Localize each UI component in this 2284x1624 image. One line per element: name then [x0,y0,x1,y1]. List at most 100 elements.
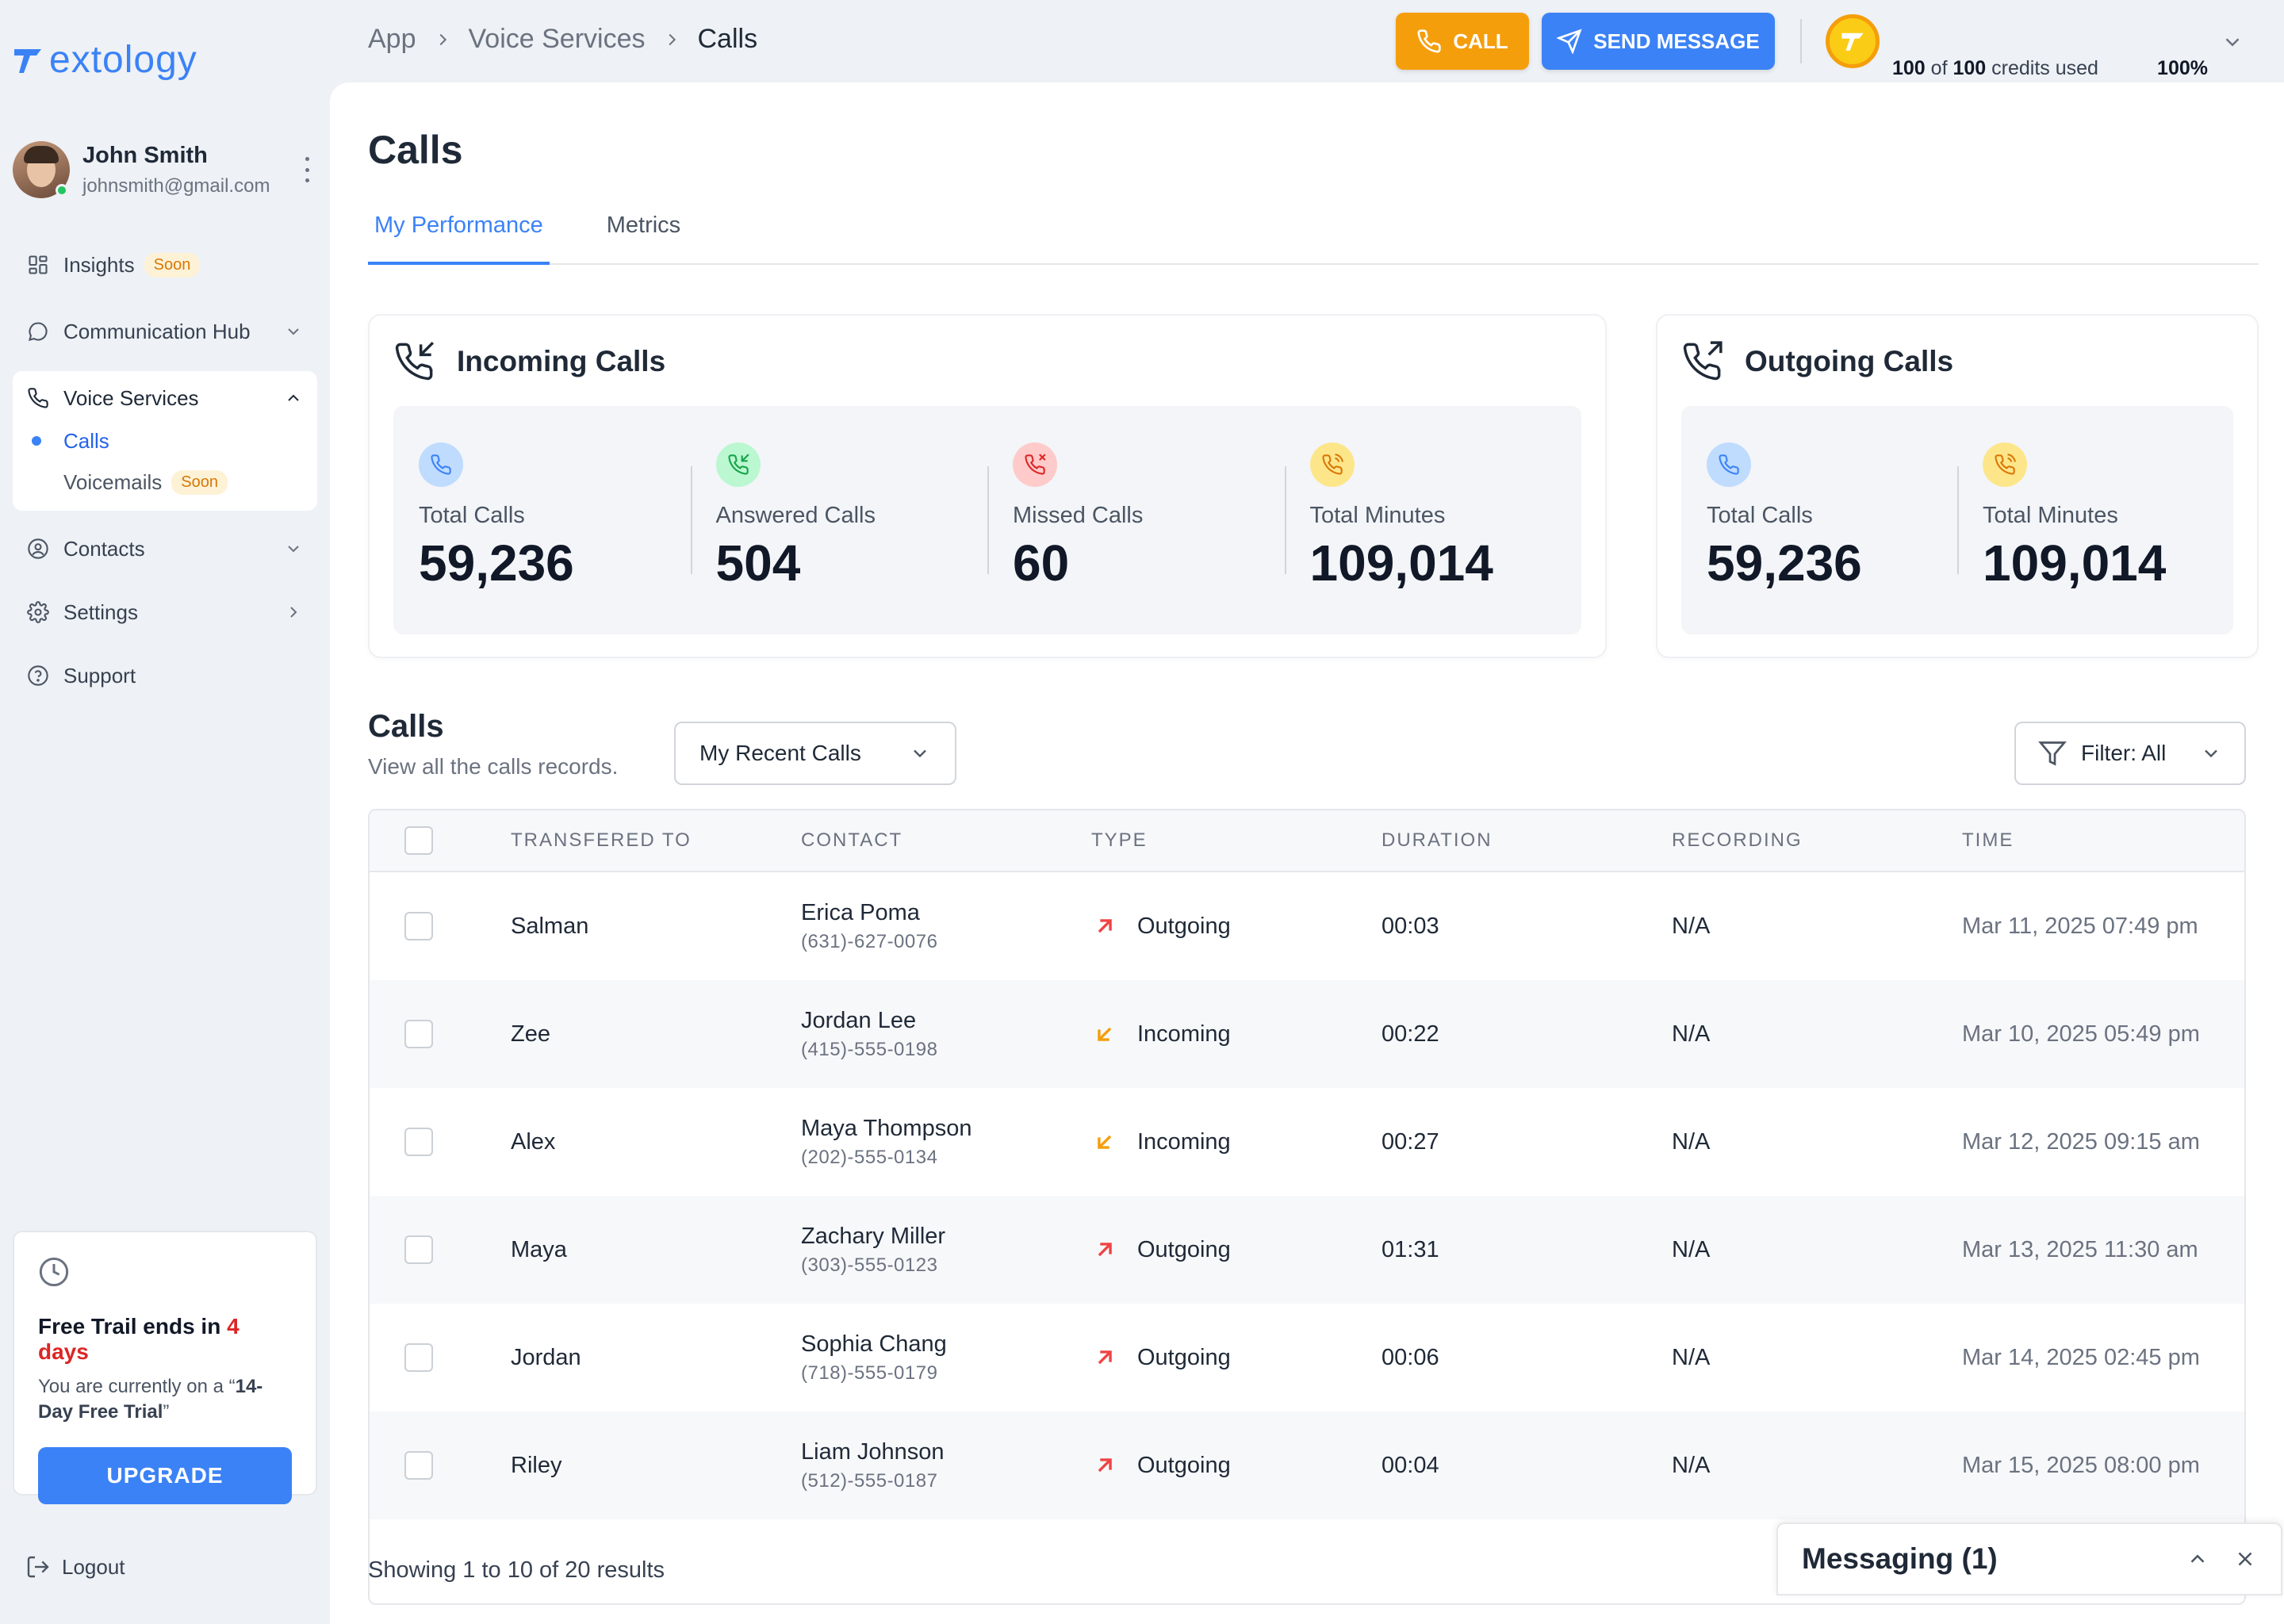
call-type-label: Incoming [1137,1128,1231,1155]
contact-name[interactable]: Maya Thompson [801,1115,972,1141]
sidebar-nav: Insights Soon Communication Hub Voice Se… [13,243,317,698]
table-row[interactable]: Jordan Sophia Chang (718)-555-0179 Outgoing… [370,1304,2244,1411]
breadcrumb: App Voice Services Calls [368,24,757,55]
breadcrumb-item-voice-services[interactable]: Voice Services [468,24,646,54]
stat-label: Answered Calls [715,503,876,528]
contact-phone: (303)-555-0123 [801,1254,938,1276]
contact-name[interactable]: Erica Poma [801,899,920,925]
dropdown-value: My Recent Calls [699,741,861,765]
contact-name[interactable]: Jordan Lee [801,1007,917,1033]
column-header-duration[interactable]: DURATION [1382,829,1493,851]
contact-name[interactable]: Sophia Chang [801,1331,947,1357]
close-icon[interactable] [2233,1547,2257,1571]
tabs: My Performance Metrics [368,205,2259,265]
chevron-down-icon [282,320,305,343]
grid-icon [25,252,51,278]
tab-metrics[interactable]: Metrics [606,213,681,238]
breadcrumb-item-app[interactable]: App [368,24,416,54]
sidebar-item-communication-hub[interactable]: Communication Hub [13,309,317,354]
column-header-contact[interactable]: CONTACT [801,829,903,851]
table-row[interactable]: Salman Erica Poma (631)-627-0076 Outgoing 00… [370,872,2244,980]
stat-value: 60 [1013,534,1070,592]
cell-time: Mar 13, 2025 11:30 am [1962,1236,2198,1262]
outgoing-calls-title: Outgoing Calls [1745,345,1954,377]
page-title: Calls [368,128,463,172]
messaging-widget[interactable]: Messaging (1) [1776,1522,2282,1595]
avatar[interactable] [13,141,70,198]
stat-total-calls: Total Calls 59,236 [1681,406,1957,634]
sidebar-item-voice-services[interactable]: Voice Services [13,376,317,420]
cell-contact: Erica Poma (631)-627-0076 [801,900,1091,953]
contact-phone: (512)-555-0187 [801,1469,938,1492]
sidebar-item-contacts[interactable]: Contacts [13,527,317,571]
send-message-button[interactable]: SEND MESSAGE [1542,13,1775,70]
row-checkbox[interactable] [404,1020,433,1048]
cell-contact: Maya Thompson (202)-555-0134 [801,1116,1091,1169]
arrow-down-left-icon [1098,1135,1112,1149]
cell-duration: 00:22 [1382,1021,1439,1047]
user-menu-kebab-icon[interactable] [303,157,311,182]
credits-coin-icon [1826,14,1880,68]
call-button[interactable]: CALL [1396,13,1529,70]
sidebar-subitem-voicemails[interactable]: Voicemails Soon [13,462,317,503]
logout-link[interactable]: Logout [25,1554,125,1580]
table-row[interactable]: Alex Maya Thompson (202)-555-0134 Incoming 0… [370,1088,2244,1196]
upgrade-button[interactable]: UPGRADE [38,1447,292,1504]
trial-description: You are currently on a “14-Day Free Tria… [38,1374,292,1425]
cell-recording: N/A [1672,1452,1711,1478]
row-checkbox[interactable] [404,1235,433,1264]
row-checkbox[interactable] [404,912,433,940]
contact-name[interactable]: Liam Johnson [801,1438,945,1465]
contact-name[interactable]: Zachary Miller [801,1223,946,1249]
user-email: johnsmith@gmail.com [82,174,270,197]
sidebar-item-support[interactable]: Support [13,653,317,698]
chevron-down-icon[interactable] [2221,30,2244,54]
arrow-up-right-icon [1098,1458,1112,1473]
sidebar-item-insights[interactable]: Insights Soon [13,243,317,287]
sidebar-item-label: Support [63,663,136,688]
column-header-transfered-to[interactable]: TRANSFERED TO [511,829,692,851]
tab-my-performance[interactable]: My Performance [368,205,550,265]
row-checkbox[interactable] [404,1451,433,1480]
send-icon [1557,29,1582,54]
stat-total-minutes: Total Minutes 109,014 [1284,406,1582,634]
phone-missed-icon [1013,442,1057,487]
column-header-time[interactable]: TIME [1962,829,2014,851]
phone-incoming-icon [395,341,435,381]
column-header-type[interactable]: TYPE [1091,829,1148,851]
user-profile[interactable]: John Smith johnsmith@gmail.com [13,140,317,200]
brand-logo[interactable]: extology [13,38,197,82]
filter-dropdown[interactable]: Filter: All [2014,722,2246,785]
chevron-up-icon[interactable] [2186,1547,2209,1571]
table-row[interactable]: Zee Jordan Lee (415)-555-0198 Incoming 00:22… [370,980,2244,1088]
sidebar-subitem-label: Calls [63,428,109,453]
cell-transfered-to: Jordan [511,1344,581,1370]
chevron-right-icon [663,31,680,48]
chevron-right-icon [434,31,451,48]
table-row[interactable]: Riley Liam Johnson (512)-555-0187 Outgoing 0… [370,1411,2244,1519]
calls-section-title: Calls [368,709,444,744]
sidebar-subitem-label: Voicemails [63,469,163,494]
voice-services-group: Voice Services Calls Voicemails Soon [13,371,317,511]
soon-badge: Soon [171,469,228,495]
cell-transfered-to: Alex [511,1128,556,1155]
call-type-label: Outgoing [1137,1236,1231,1262]
row-checkbox[interactable] [404,1343,433,1372]
stat-label: Total Minutes [1983,503,2118,528]
breadcrumb-item-calls: Calls [697,24,758,54]
chevron-down-icon [282,538,305,560]
cell-type: Incoming [1091,1021,1382,1048]
recent-calls-dropdown[interactable]: My Recent Calls [674,722,956,785]
row-checkbox[interactable] [404,1128,433,1156]
clock-icon [39,1257,69,1287]
sidebar-item-settings[interactable]: Settings [13,590,317,634]
filter-value: Filter: All [2081,741,2167,765]
table-row[interactable]: Maya Zachary Miller (303)-555-0123 Outgoing… [370,1196,2244,1304]
sidebar-subitem-calls[interactable]: Calls [13,420,317,462]
column-header-recording[interactable]: RECORDING [1672,829,1803,851]
table-header: TRANSFERED TO CONTACT TYPE DURATION RECO… [370,810,2244,872]
trial-desc-prefix: You are currently on a “ [38,1376,236,1397]
cell-time: Mar 14, 2025 02:45 pm [1962,1344,2200,1370]
user-name: John Smith [82,142,208,168]
select-all-checkbox[interactable] [404,826,433,855]
